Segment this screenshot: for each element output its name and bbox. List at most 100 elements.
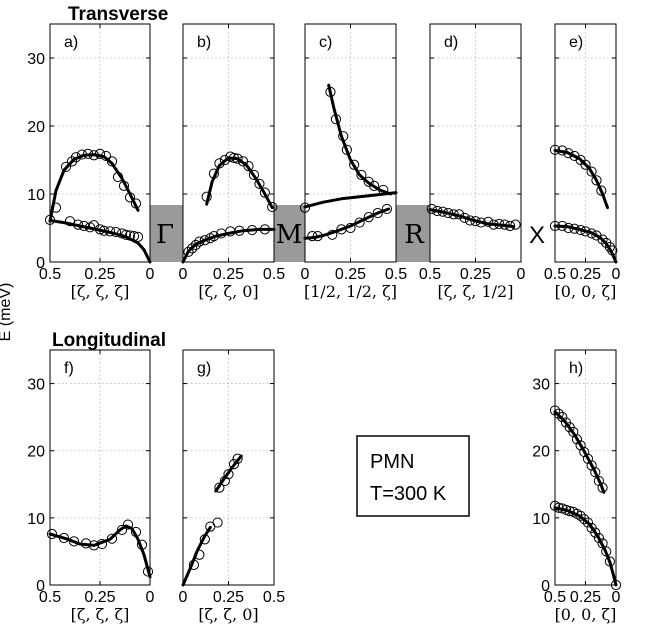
y-tick-label: 10 xyxy=(532,511,550,528)
data-point xyxy=(483,216,494,227)
data-point xyxy=(98,225,110,236)
x-tick-label: 0 xyxy=(179,589,188,606)
panel-label: e) xyxy=(569,34,583,51)
panel-b: 0 0.25 0.5 [ζ, ζ, 0] b) xyxy=(179,23,285,301)
fit-curve xyxy=(428,208,516,229)
data-point xyxy=(243,161,254,172)
x-tick-label: 0.25 xyxy=(570,266,601,283)
y-tick-label: 30 xyxy=(27,377,45,394)
x-tick-label: 0.5 xyxy=(385,266,407,283)
data-point xyxy=(122,519,134,530)
data-point xyxy=(586,166,597,177)
data-point xyxy=(591,175,602,186)
data-point xyxy=(112,171,124,183)
data-point xyxy=(596,185,607,196)
symmetry-label-gamma: Γ xyxy=(156,220,174,250)
x-tick-label: 0.25 xyxy=(84,589,115,606)
data-point xyxy=(100,150,112,162)
panel-label: a) xyxy=(64,34,78,51)
data-point xyxy=(116,228,128,239)
data-point xyxy=(590,527,601,538)
x-tick-label: 0 xyxy=(179,266,188,283)
data-point xyxy=(604,556,616,567)
data-point xyxy=(549,405,561,416)
data-point xyxy=(607,245,618,256)
data-point xyxy=(553,408,564,419)
panel-e: 0.5 0.25 0[0, 0, ζ] e) xyxy=(544,23,621,301)
panel-frame xyxy=(182,23,275,263)
y-tick-label: 20 xyxy=(27,444,45,461)
data-point xyxy=(46,528,58,540)
data-point xyxy=(72,219,84,230)
x-tick-label: 0.25 xyxy=(84,266,115,283)
data-point xyxy=(575,510,586,521)
data-point xyxy=(228,459,240,470)
data-point xyxy=(327,229,338,240)
fit-curve xyxy=(181,525,212,587)
fit-curve xyxy=(303,207,391,240)
data-point xyxy=(549,220,561,232)
legend-line-temperature: T=300 K xyxy=(370,483,447,505)
data-point xyxy=(563,222,574,234)
x-axis-label: [0, 0, ζ] xyxy=(555,282,617,301)
data-point xyxy=(381,203,392,215)
data-point xyxy=(582,517,594,528)
data-point xyxy=(488,219,499,230)
x-tick-label: 0.5 xyxy=(263,266,285,283)
data-point xyxy=(187,243,198,254)
data-point xyxy=(248,169,260,181)
y-tick-label: 10 xyxy=(27,187,45,204)
symmetry-label-r: R xyxy=(404,220,425,250)
data-point xyxy=(259,187,270,198)
data-point xyxy=(219,475,230,487)
data-point xyxy=(142,566,154,577)
data-point xyxy=(553,502,564,513)
x-tick-label: 0.5 xyxy=(39,266,61,283)
x-tick-label: 0.5 xyxy=(544,266,566,283)
x-tick-label: 0.5 xyxy=(39,589,61,606)
x-tick-label: 0.5 xyxy=(544,589,566,606)
data-point xyxy=(345,222,356,234)
x-tick-label: 0.25 xyxy=(335,266,366,283)
data-point xyxy=(110,226,122,238)
data-point xyxy=(586,228,597,239)
data-point xyxy=(232,153,243,164)
x-axis-label: [0, 0, ζ] xyxy=(555,605,617,624)
x-tick-label: 0.25 xyxy=(213,589,244,606)
data-point xyxy=(437,206,448,217)
data-point xyxy=(580,159,591,170)
data-point xyxy=(104,226,116,237)
data-point xyxy=(369,180,380,191)
data-point xyxy=(232,453,243,464)
data-point xyxy=(259,224,270,235)
x-tick-label: 0 xyxy=(146,589,155,606)
symmetry-gap-2 xyxy=(396,205,430,262)
title-transverse: Transverse xyxy=(68,4,168,25)
data-point xyxy=(307,231,318,242)
data-point xyxy=(106,533,118,544)
panel-frame xyxy=(49,23,151,263)
data-point xyxy=(50,202,62,213)
data-point xyxy=(590,467,601,478)
data-point xyxy=(94,224,106,235)
data-point xyxy=(58,532,70,544)
y-tick-label: 10 xyxy=(27,511,45,528)
data-point xyxy=(349,159,360,170)
x-tick-label: 0.5 xyxy=(419,266,441,283)
data-point xyxy=(130,198,142,209)
data-point xyxy=(563,148,574,159)
data-point xyxy=(604,241,616,253)
y-tick-label: 30 xyxy=(532,377,550,394)
data-point xyxy=(459,212,470,223)
data-point xyxy=(549,144,561,155)
data-point xyxy=(267,201,278,213)
data-point xyxy=(454,209,465,220)
data-point xyxy=(443,207,454,219)
data-point xyxy=(579,514,590,525)
data-point xyxy=(208,231,220,242)
data-point xyxy=(341,144,352,155)
data-point xyxy=(201,191,212,202)
fit-curve xyxy=(553,149,609,210)
fit-curve xyxy=(48,153,140,223)
data-point xyxy=(88,150,100,161)
